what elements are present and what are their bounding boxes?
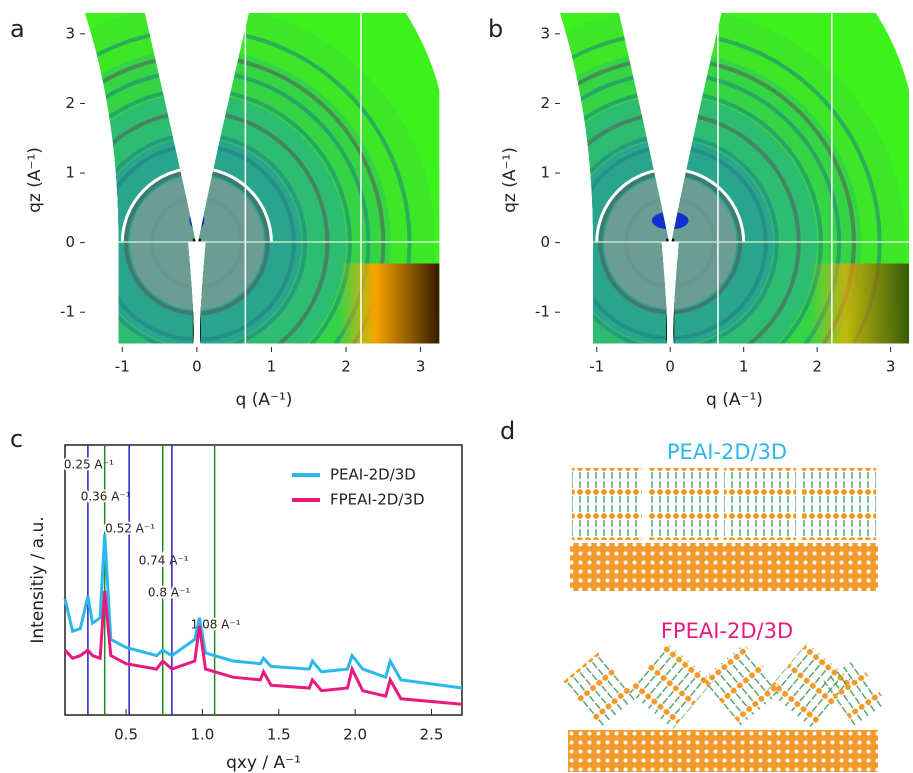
reference-label: 0.74 A⁻¹ bbox=[139, 554, 189, 568]
panel-label: d bbox=[500, 417, 515, 445]
y-tick-label: 2 bbox=[540, 94, 550, 112]
lamella bbox=[802, 468, 876, 540]
x-tick-label: 1 bbox=[739, 358, 749, 376]
panel-d-diagram: d PEAI-2D/3D FPEAI-2D/3D bbox=[500, 417, 888, 772]
x-tick-label: 3 bbox=[886, 358, 896, 376]
x-tick-label: 2.5 bbox=[420, 726, 444, 744]
diagram-label: PEAI-2D/3D bbox=[667, 440, 787, 464]
reference-label: 0.8 A⁻¹ bbox=[148, 586, 190, 600]
lamella bbox=[702, 644, 783, 726]
lamella bbox=[724, 468, 796, 540]
x-axis-label: q (A⁻¹) bbox=[706, 390, 763, 410]
y-axis-label: Intensitiy / a.u. bbox=[28, 516, 48, 643]
scattering-image bbox=[85, 13, 440, 344]
x-tick-label: 0 bbox=[665, 358, 675, 376]
panel-label: c bbox=[10, 425, 23, 453]
y-tick-label: 0 bbox=[65, 233, 75, 251]
y-tick-label: 2 bbox=[65, 94, 75, 112]
y-tick-label: 1 bbox=[540, 164, 550, 182]
y-tick-label: 0 bbox=[540, 233, 550, 251]
x-axis-label: qxy / A⁻¹ bbox=[226, 753, 301, 773]
x-tick-label: 2.0 bbox=[343, 726, 367, 744]
halo bbox=[604, 176, 737, 309]
y-tick-label: 3 bbox=[540, 24, 550, 42]
x-tick-label: 0 bbox=[192, 358, 202, 376]
halo bbox=[129, 175, 264, 310]
series-line bbox=[63, 534, 463, 690]
y-axis-label: qz (A⁻¹) bbox=[500, 147, 520, 213]
x-tick-label: -1 bbox=[589, 358, 604, 376]
x-axis-label: q (A⁻¹) bbox=[236, 390, 293, 410]
reference-label: 0.25 A⁻¹ bbox=[64, 458, 114, 472]
legend-label: FPEAI-2D/3D bbox=[330, 491, 425, 509]
diagram-label: FPEAI-2D/3D bbox=[661, 619, 793, 643]
y-tick-label: -1 bbox=[60, 303, 75, 321]
beamstop bbox=[666, 238, 675, 344]
lamella bbox=[767, 642, 853, 730]
hot-region bbox=[338, 263, 440, 344]
lamella bbox=[823, 658, 888, 727]
x-tick-label: 2 bbox=[341, 358, 351, 376]
y-tick-label: 1 bbox=[65, 164, 75, 182]
lamella bbox=[647, 468, 719, 540]
beam-center bbox=[651, 211, 689, 230]
hot-region bbox=[809, 263, 909, 344]
panel-label: b bbox=[488, 15, 503, 43]
reference-label: 0.36 A⁻¹ bbox=[81, 490, 131, 504]
y-axis-label: qz (A⁻¹) bbox=[25, 147, 45, 213]
x-tick-label: 0.5 bbox=[114, 726, 138, 744]
legend-label: PEAI-2D/3D bbox=[330, 466, 416, 484]
y-tick-label: -1 bbox=[535, 303, 550, 321]
x-tick-label: 3 bbox=[416, 358, 426, 376]
lamella bbox=[627, 642, 713, 730]
plot-frame bbox=[64, 444, 463, 716]
beamstop bbox=[192, 238, 201, 344]
panel-label: a bbox=[10, 15, 25, 43]
lamella bbox=[561, 650, 639, 730]
y-tick-label: 3 bbox=[65, 24, 75, 42]
x-tick-label: 1 bbox=[267, 358, 277, 376]
beam-center bbox=[189, 211, 205, 230]
lamella bbox=[572, 468, 642, 540]
substrate bbox=[568, 730, 878, 772]
x-tick-label: 2 bbox=[812, 358, 822, 376]
reference-label: 0.52 A⁻¹ bbox=[105, 522, 155, 536]
x-tick-label: 1.5 bbox=[267, 726, 291, 744]
scattering-image bbox=[560, 13, 909, 344]
x-tick-label: -1 bbox=[115, 358, 130, 376]
series-line bbox=[63, 590, 463, 706]
substrate bbox=[570, 543, 878, 591]
x-tick-label: 1.0 bbox=[190, 726, 214, 744]
